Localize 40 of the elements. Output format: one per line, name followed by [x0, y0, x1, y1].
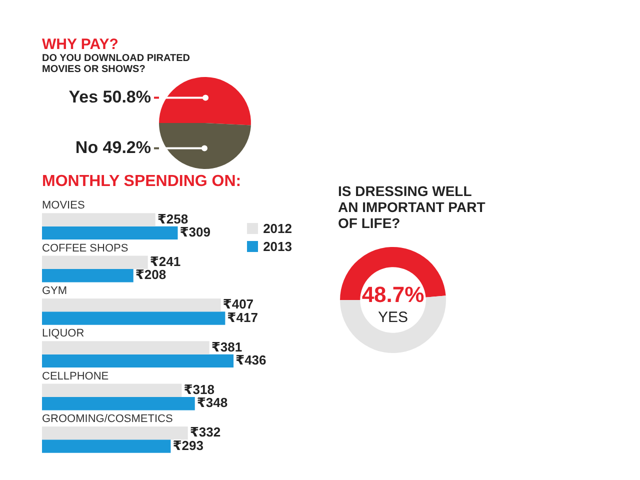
data-label: ₹258 — [157, 211, 188, 226]
y-tick-label: LIQUOR — [42, 328, 84, 340]
data-label: ₹318 — [184, 382, 214, 397]
slice-label: Yes 50.8% — [68, 87, 152, 106]
bar — [42, 269, 134, 282]
chart-title: MONTHLY SPENDING ON: — [42, 173, 242, 191]
data-label: ₹309 — [180, 224, 210, 240]
y-tick-label: CELLPHONE — [42, 370, 109, 382]
y-tick-label: GROOMING/COSMETICS — [42, 412, 173, 425]
data-label: ₹348 — [196, 395, 228, 410]
data-label: 48.7% — [362, 282, 424, 308]
bar — [42, 426, 188, 440]
bar — [42, 397, 195, 410]
bar — [42, 354, 234, 368]
chart-title: IS DRESSING WELL AN IMPORTANT PART OF LIFE? — [338, 183, 486, 231]
data-label: ₹241 — [150, 254, 181, 269]
data-label: ₹332 — [190, 424, 221, 440]
bar — [42, 226, 178, 240]
y-tick-label: GYM — [42, 284, 68, 297]
data-label: ₹417 — [227, 310, 258, 325]
slice-label: No 49.2% — [75, 138, 152, 157]
slice-label: YES — [378, 309, 408, 326]
bar — [42, 341, 210, 354]
y-tick-label: COFFEE SHOPS — [42, 242, 128, 254]
bar — [42, 384, 182, 397]
data-label: ₹293 — [172, 438, 204, 453]
bar — [42, 312, 226, 325]
chart-title: WHY PAY? — [42, 36, 120, 53]
data-label: ₹208 — [135, 267, 166, 282]
y-tick-label: MOVIES — [42, 200, 85, 212]
bar — [42, 298, 221, 312]
data-label: ₹381 — [211, 339, 242, 354]
data-label: ₹407 — [222, 296, 254, 312]
legend-label: 2012 — [263, 221, 292, 236]
bar — [42, 213, 156, 226]
bar — [42, 440, 171, 453]
data-label: ₹436 — [236, 352, 266, 368]
bar — [42, 256, 148, 269]
legend-label: 2013 — [263, 239, 292, 254]
chart-subtitle: DO YOU DOWNLOAD PIRATED MOVIES OR SHOWS? — [42, 53, 191, 75]
